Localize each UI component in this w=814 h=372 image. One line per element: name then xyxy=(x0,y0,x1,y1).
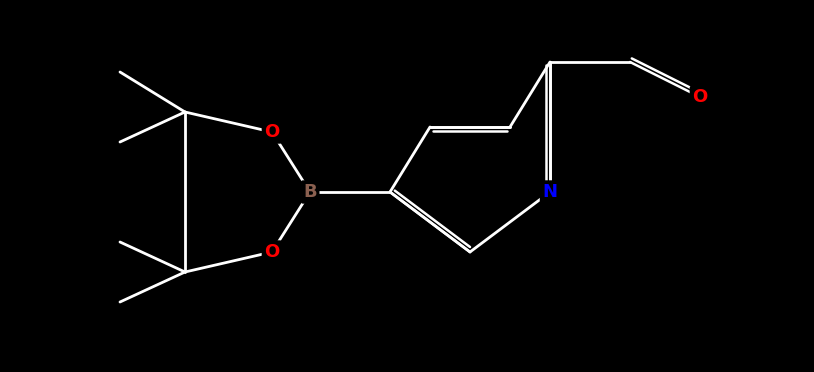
Text: N: N xyxy=(542,183,558,201)
Text: O: O xyxy=(265,243,280,261)
Text: O: O xyxy=(693,88,707,106)
Text: O: O xyxy=(265,123,280,141)
Text: B: B xyxy=(303,183,317,201)
